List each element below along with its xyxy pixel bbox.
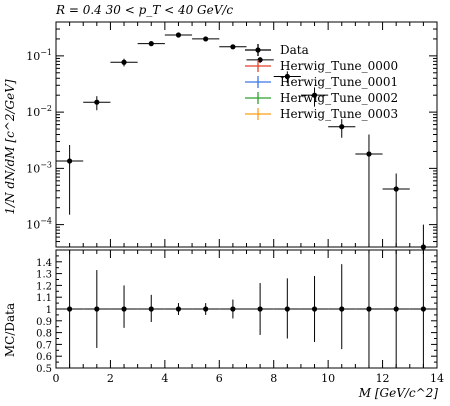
- data-point: [409, 224, 437, 250]
- ratio-marker: [311, 306, 318, 312]
- legend-label: Herwig_Tune_0000: [280, 59, 398, 73]
- ratio-marker: [257, 306, 263, 312]
- ratio-marker: [203, 306, 209, 312]
- legend-entry: Herwig_Tune_0003: [245, 107, 398, 121]
- ratio-point: [83, 270, 111, 348]
- data-marker: [67, 158, 73, 164]
- ratio-marker: [339, 306, 345, 312]
- ratio-point: [355, 250, 383, 368]
- ratio-marker: [121, 306, 127, 312]
- ratio-point: [110, 285, 138, 328]
- data-marker: [311, 92, 318, 98]
- ratio-marker: [230, 306, 236, 312]
- data-point: [355, 134, 383, 247]
- data-marker: [121, 59, 127, 65]
- main-y-tick-label: 10−1: [26, 48, 52, 63]
- data-point: [137, 41, 165, 47]
- data-marker: [284, 73, 290, 80]
- x-axis-label: M [GeV/c^2]: [358, 386, 438, 400]
- ratio-y-tick-label: 1: [46, 305, 52, 316]
- ratio-y-tick-label: 0.5: [36, 364, 52, 375]
- ratio-point: [137, 294, 165, 322]
- ratio-marker: [94, 306, 100, 312]
- x-tick-label: 6: [216, 372, 223, 385]
- ratio-point: [164, 303, 193, 315]
- ratio-point: [192, 303, 220, 315]
- data-point: [164, 32, 193, 38]
- data-point: [56, 145, 84, 215]
- x-tick-label: 2: [107, 372, 114, 385]
- ratio-marker: [420, 306, 426, 312]
- data-marker: [175, 32, 182, 38]
- main-plot-frame: [55, 21, 438, 248]
- ratio-marker: [366, 306, 372, 312]
- x-tick-label: 8: [270, 372, 277, 385]
- x-tick-label: 0: [53, 372, 60, 385]
- main-y-tick-label: 10−3: [26, 160, 52, 175]
- data-point: [110, 58, 138, 67]
- ratio-point: [409, 250, 437, 368]
- data-point: [246, 57, 274, 63]
- data-point: [382, 173, 410, 247]
- data-point: [300, 87, 329, 107]
- chart-title: R = 0.4 30 < p_T < 40 GeV/c: [56, 3, 234, 17]
- ratio-marker: [148, 306, 154, 312]
- ratio-marker: [284, 306, 290, 312]
- data-marker: [94, 99, 100, 105]
- main-y-tick-label: 10−2: [26, 104, 52, 119]
- ratio-y-tick-label: 1.4: [36, 258, 52, 269]
- x-tick-label: 14: [430, 372, 444, 385]
- data-marker: [339, 124, 345, 130]
- ratio-point: [300, 275, 329, 343]
- ratio-marker: [393, 306, 399, 312]
- x-tick-label: 4: [161, 372, 168, 385]
- ratio-y-tick-label: 0.7: [36, 340, 52, 351]
- data-point: [192, 36, 220, 42]
- data-marker: [420, 244, 426, 250]
- legend-entry: Herwig_Tune_0002: [245, 91, 398, 105]
- ratio-y-tick-label: 1.2: [36, 281, 52, 292]
- ratio-point: [328, 264, 356, 350]
- main-y-tick-label: 10−4: [26, 217, 52, 232]
- data-marker: [393, 186, 399, 192]
- data-marker: [257, 57, 263, 63]
- data-point: [219, 44, 247, 50]
- ratio-point: [382, 250, 410, 368]
- x-tick-label: 10: [321, 372, 335, 385]
- ratio-point: [273, 278, 301, 339]
- legend-marker: [255, 47, 261, 53]
- ratio-y-tick-label: 1.3: [36, 270, 52, 281]
- ratio-y-tick-label: 0.9: [36, 317, 52, 328]
- ratio-point: [219, 299, 247, 319]
- ratio-point: [246, 283, 274, 335]
- legend-label: Herwig_Tune_0001: [280, 75, 398, 89]
- legend-entry: Herwig_Tune_0001: [245, 75, 398, 89]
- data-point: [273, 71, 301, 83]
- legend-label: Herwig_Tune_0002: [280, 91, 398, 105]
- ratio-marker: [175, 306, 182, 312]
- data-marker: [203, 36, 209, 42]
- x-tick-label: 12: [376, 372, 390, 385]
- data-marker: [230, 44, 236, 50]
- legend-label: Data: [280, 43, 309, 57]
- ratio-point: [56, 250, 84, 368]
- data-point: [328, 119, 356, 138]
- legend-label: Herwig_Tune_0003: [280, 107, 398, 121]
- legend-entry: Herwig_Tune_0000: [245, 59, 398, 73]
- data-marker: [148, 41, 154, 47]
- ratio-marker: [67, 306, 73, 312]
- data-point: [83, 96, 111, 111]
- legend-entry: Data: [245, 43, 309, 57]
- data-marker: [366, 151, 372, 157]
- ratio-y-tick-label: 1.1: [36, 293, 52, 304]
- ratio-y-tick-label: 0.6: [36, 352, 52, 363]
- ratio-y-tick-label: 0.8: [36, 329, 52, 340]
